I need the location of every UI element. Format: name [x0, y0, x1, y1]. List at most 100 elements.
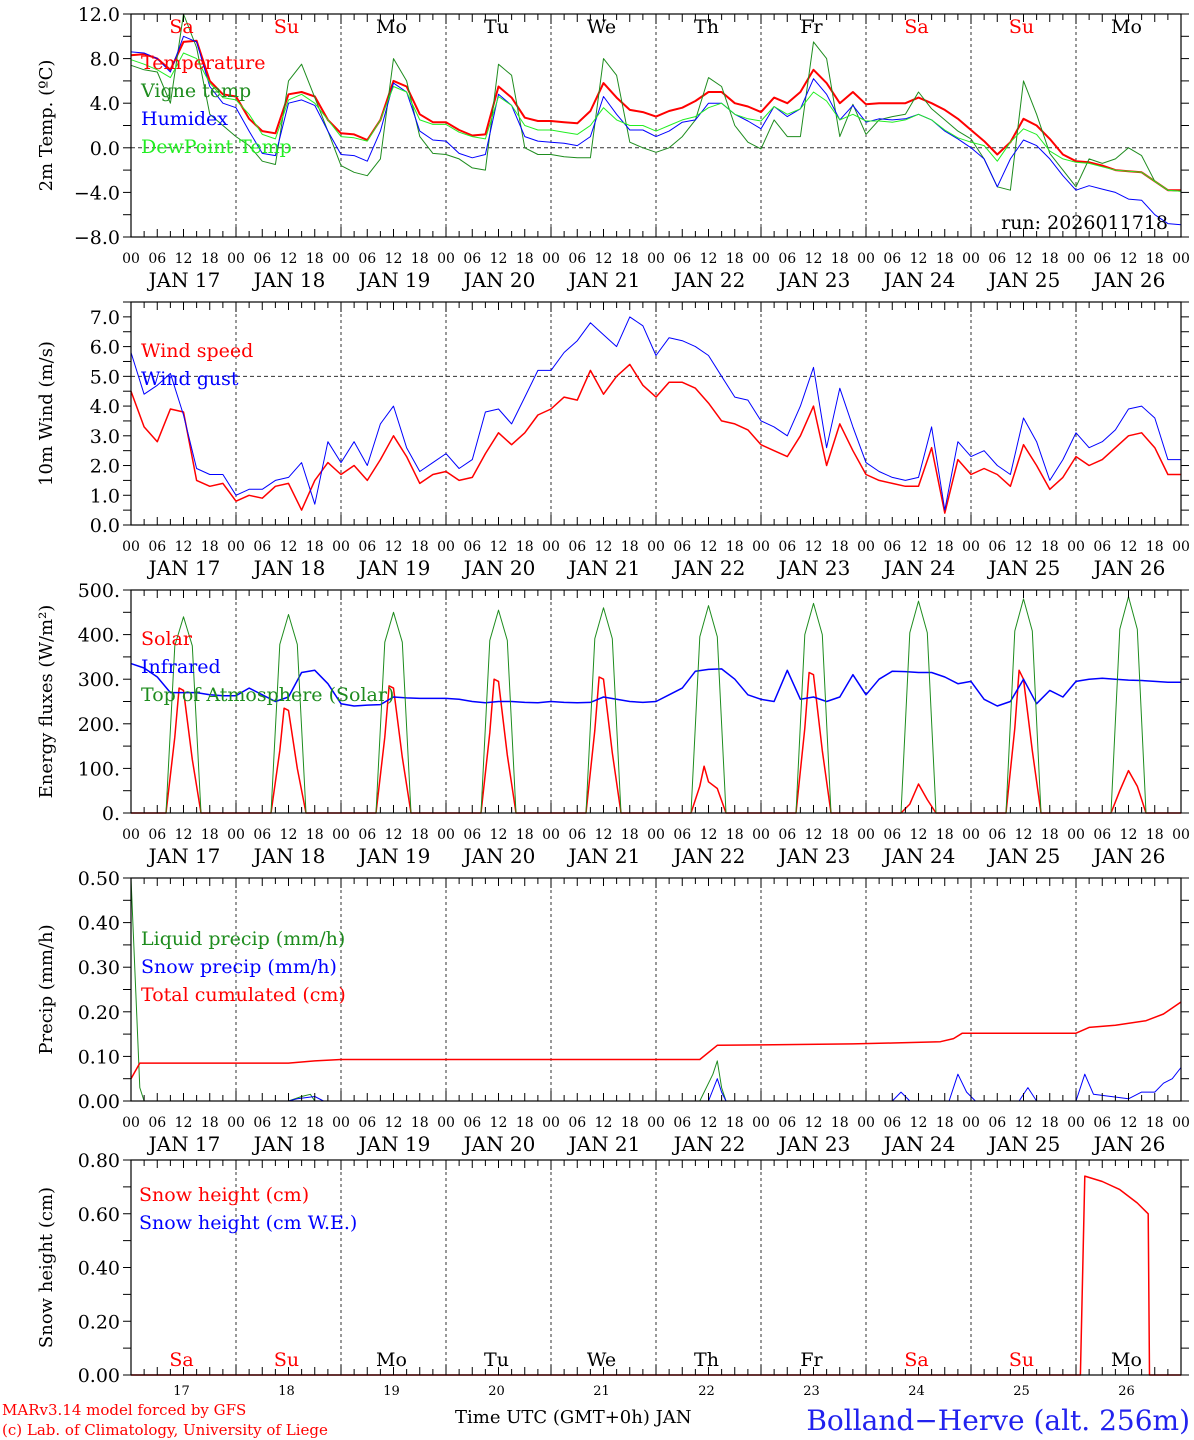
x-hour-label: 00: [332, 539, 350, 555]
x-hour-label: 06: [883, 827, 901, 843]
series-line-snow-height-cm-: [131, 1175, 1181, 1376]
copyright-credit: (c) Lab. of Climatology, University of L…: [2, 1421, 328, 1439]
y-axis-label: 10m Wind (m/s): [36, 341, 57, 486]
x-date-label: JAN 25: [987, 268, 1061, 292]
x-day-number: 17: [173, 1384, 190, 1399]
y-tick-label: 500.: [78, 580, 120, 602]
x-hour-label: 12: [385, 827, 403, 843]
x-date-label: JAN 20: [462, 844, 536, 868]
weekday-label: Tu: [484, 16, 509, 38]
plot-frame: [130, 13, 1182, 238]
x-hour-label: 00: [542, 251, 560, 267]
x-hour-label: 18: [1041, 251, 1059, 267]
x-hour-label: 00: [1172, 827, 1190, 843]
x-hour-label: 00: [332, 1115, 350, 1131]
x-date-label: JAN 17: [147, 556, 221, 580]
x-hour-label: 18: [621, 539, 639, 555]
series-line-temperature: [130, 39, 1181, 192]
x-date-label: JAN 20: [462, 268, 536, 292]
x-hour-label: 00: [437, 539, 455, 555]
x-date-label: JAN 19: [357, 1132, 431, 1156]
x-hour-label: 00: [857, 1115, 875, 1131]
x-hour-label: 06: [1093, 1115, 1111, 1131]
x-date-label: JAN 17: [147, 1132, 221, 1156]
y-tick-label: 0.60: [78, 1204, 120, 1226]
x-date-label: JAN 24: [882, 1132, 956, 1156]
weekday-label: Mo: [376, 16, 407, 38]
x-hour-label: 18: [1041, 539, 1059, 555]
y-tick-label: 12.0: [78, 4, 120, 26]
y-tick-label: 0.50: [78, 868, 120, 890]
x-hour-label: 12: [1015, 827, 1033, 843]
x-hour-label: 06: [148, 539, 166, 555]
panel-3: 0. 100. 200. 300. 400. 500. Energy fluxes (W/m…: [36, 580, 1190, 868]
x-hour-label: 12: [700, 251, 718, 267]
x-hour-label: 18: [621, 1115, 639, 1131]
weekday-label: We: [587, 16, 616, 38]
x-hour-label: 12: [805, 251, 823, 267]
weekday-label: Su: [1009, 16, 1034, 38]
x-date-label: JAN 24: [882, 844, 956, 868]
x-hour-label: 12: [910, 1115, 928, 1131]
weekday-label: Fr: [800, 1349, 823, 1371]
x-hour-label: 00: [332, 827, 350, 843]
x-hour-label: 18: [831, 251, 849, 267]
legend-entry: Total cumulated (cm): [141, 984, 346, 1006]
x-hour-label: 06: [778, 827, 796, 843]
x-date-label: JAN 19: [357, 268, 431, 292]
weekday-label: Tu: [484, 1349, 509, 1371]
y-tick-label: 4.0: [90, 93, 120, 115]
station-title: Bolland−Herve (alt. 256m): [806, 1404, 1190, 1437]
legend-entry: Infrared: [141, 656, 221, 678]
x-hour-label: 12: [805, 1115, 823, 1131]
x-hour-label: 00: [647, 539, 665, 555]
x-hour-label: 18: [936, 1115, 954, 1131]
x-hour-label: 06: [673, 827, 691, 843]
x-hour-label: 00: [647, 827, 665, 843]
x-hour-label: 00: [1172, 539, 1190, 555]
x-hour-label: 18: [516, 539, 534, 555]
weekday-label: Th: [694, 1349, 719, 1371]
x-hour-label: 00: [227, 1115, 245, 1131]
y-tick-label: −8.0: [74, 227, 120, 249]
x-hour-label: 12: [385, 539, 403, 555]
weekday-label: Su: [274, 16, 299, 38]
x-hour-label: 00: [1067, 1115, 1085, 1131]
weekday-label: Sa: [904, 1349, 928, 1371]
x-hour-label: 12: [280, 827, 298, 843]
x-hour-label: 12: [280, 539, 298, 555]
x-date-label: JAN 21: [567, 268, 641, 292]
x-day-number: 24: [908, 1384, 925, 1399]
x-hour-label: 18: [831, 1115, 849, 1131]
x-hour-label: 06: [463, 1115, 481, 1131]
x-hour-label: 06: [988, 539, 1006, 555]
legend-entry: Wind speed: [141, 340, 253, 362]
x-hour-label: 00: [962, 539, 980, 555]
x-hour-label: 00: [542, 539, 560, 555]
y-tick-label: 2.0: [90, 456, 120, 478]
x-hour-label: 12: [490, 827, 508, 843]
x-hour-label: 00: [752, 1115, 770, 1131]
x-hour-label: 12: [385, 251, 403, 267]
x-hour-label: 18: [516, 1115, 534, 1131]
x-date-label: JAN 24: [882, 556, 956, 580]
y-tick-label: 0.30: [78, 957, 120, 979]
run-annotation: run: 2026011718: [1001, 212, 1168, 234]
x-date-label: JAN 21: [567, 844, 641, 868]
x-date-label: JAN 23: [777, 268, 851, 292]
weekday-label: Mo: [376, 1349, 407, 1371]
legend-entry: Temperature: [141, 52, 265, 74]
legend-entry: Liquid precip (mm/h): [141, 928, 345, 950]
legend-entry: Snow height (cm): [139, 1184, 309, 1206]
x-hour-label: 12: [700, 539, 718, 555]
x-hour-label: 06: [568, 251, 586, 267]
x-hour-label: 06: [1093, 539, 1111, 555]
x-date-label: JAN 18: [252, 268, 326, 292]
x-date-label: JAN 26: [1092, 1132, 1166, 1156]
y-tick-label: 0.0: [90, 515, 120, 537]
y-tick-label: 0.0: [90, 138, 120, 160]
y-tick-label: 0.: [102, 803, 120, 825]
x-hour-label: 06: [883, 1115, 901, 1131]
x-hour-label: 12: [1015, 1115, 1033, 1131]
